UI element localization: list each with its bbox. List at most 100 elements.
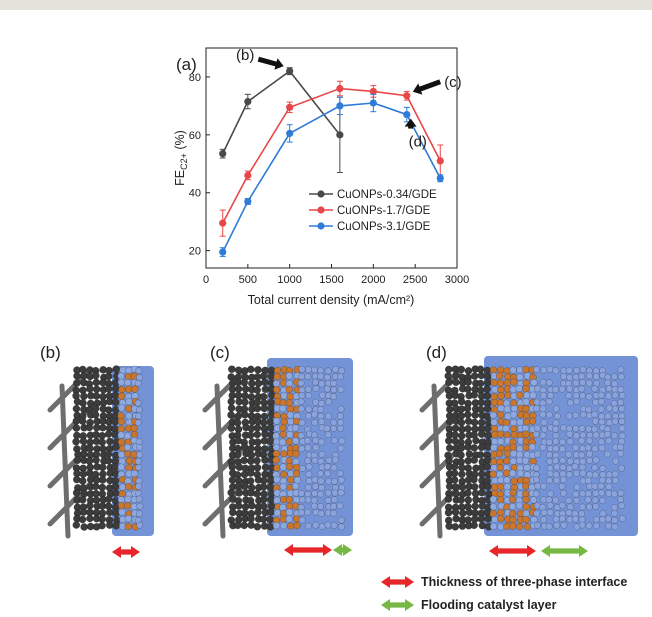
copper-particle: [509, 495, 517, 504]
carbon-particles: [444, 365, 493, 531]
series-2: [219, 93, 444, 257]
legend-red-arrow: [381, 576, 414, 588]
wetted-particle: [497, 437, 505, 446]
flooded-particle: [546, 470, 554, 478]
carbon-particle: [452, 378, 460, 387]
catalyst-layer-schematic: [419, 356, 638, 539]
carbon-particle: [254, 379, 263, 388]
carbon-particle: [483, 424, 492, 433]
flooded-particle: [599, 510, 607, 518]
carbon-particle: [472, 436, 480, 445]
flooded-particle: [586, 457, 594, 464]
carbon-particle: [112, 521, 121, 530]
wetted-particle: [273, 489, 281, 497]
flooded-particle: [592, 456, 600, 464]
flooded-particle: [311, 483, 319, 490]
flooded-particle: [539, 392, 547, 400]
flooded-particle: [545, 379, 553, 387]
flooded-particle: [552, 405, 560, 413]
wetted-particle: [273, 475, 281, 484]
flooded-particle: [617, 366, 625, 374]
wetted-particle: [125, 398, 133, 406]
carbon-particle: [470, 372, 479, 380]
flooded-particle: [540, 425, 548, 433]
chart-panel-a: (a) 0 500 1000 1500 2000 2500 3000 20 40 60 80 To…: [173, 47, 469, 307]
copper-particle: [272, 449, 281, 458]
flooded-particle: [305, 366, 312, 374]
flooded-particle: [317, 372, 325, 380]
flooded-particle: [311, 378, 319, 386]
copper-particle: [522, 411, 531, 420]
carbon-particle: [253, 430, 262, 439]
carbon-particle: [228, 508, 237, 517]
flooded-particle: [617, 386, 625, 393]
wetted-particle: [272, 379, 281, 388]
flooded-particle: [532, 430, 540, 438]
flooded-particle: [565, 412, 573, 420]
copper-particle: [285, 462, 294, 471]
copper-particle: [497, 508, 505, 517]
flooded-particle: [604, 379, 612, 387]
carbon-particle: [228, 476, 237, 484]
flooded-particle: [310, 431, 318, 439]
carbon-particle: [477, 443, 486, 452]
flooded-particle: [330, 386, 338, 394]
copper-particle: [293, 521, 301, 530]
carbon-particle: [241, 411, 249, 419]
flooded-particle: [532, 476, 540, 484]
legend-three-phase-label: Thickness of three-phase interface: [421, 575, 627, 589]
carbon-particle: [227, 411, 235, 419]
flooded-particle: [546, 490, 554, 498]
wetted-particle: [497, 523, 505, 531]
carbon-particle: [234, 450, 242, 459]
copper-particle: [522, 366, 530, 374]
flooded-particle: [323, 425, 331, 433]
carbon-particle: [104, 385, 113, 393]
carbon-particle: [444, 372, 453, 380]
wetted-particle: [280, 392, 288, 400]
wetted-particle: [279, 482, 287, 491]
wetted-particle: [503, 483, 511, 491]
wetted-particle: [117, 372, 125, 380]
carbon-particle: [477, 488, 486, 497]
carbon-particle: [464, 385, 472, 394]
flooded-particle: [533, 424, 541, 432]
carbon-particle: [457, 418, 466, 427]
copper-particle: [497, 392, 505, 400]
carbon-particle: [471, 502, 480, 511]
flooded-particle: [585, 393, 593, 401]
flooded-particle: [552, 425, 560, 433]
flooded-particle: [597, 398, 605, 406]
carbon-particle: [246, 365, 255, 374]
copper-particle: [523, 523, 532, 531]
flooded-particle: [304, 508, 312, 516]
carbon-particle: [464, 367, 473, 375]
flooded-particle: [566, 430, 574, 438]
wetted-particle: [490, 437, 499, 446]
flooded-particle: [330, 502, 338, 510]
flooded-particle: [330, 393, 338, 401]
flooded-particle: [533, 398, 541, 406]
flooded-particle: [586, 471, 594, 479]
flooded-particle: [310, 496, 318, 504]
wetted-particle: [292, 496, 301, 504]
flooded-particle: [597, 438, 605, 446]
flooded-particle: [552, 386, 559, 394]
carbon-particle: [78, 365, 87, 374]
flooded-particle: [572, 392, 580, 400]
carbon-particle: [444, 495, 453, 503]
copper-particle: [496, 372, 504, 380]
copper-particle: [130, 424, 138, 433]
legend-entry: CuONPs-3.1/GDE: [309, 221, 431, 233]
flooded-particle: [559, 463, 567, 471]
copper-particle: [287, 522, 295, 530]
copper-particle: [125, 385, 133, 393]
wetted-particle: [287, 417, 295, 426]
flooded-particle: [546, 502, 554, 509]
carbon-particle: [457, 444, 466, 452]
flooded-particle: [330, 419, 338, 426]
carbon-particle: [477, 430, 486, 439]
flooded-particle: [572, 411, 579, 419]
flooded-particle: [571, 463, 579, 471]
carbon-particle: [259, 515, 268, 524]
